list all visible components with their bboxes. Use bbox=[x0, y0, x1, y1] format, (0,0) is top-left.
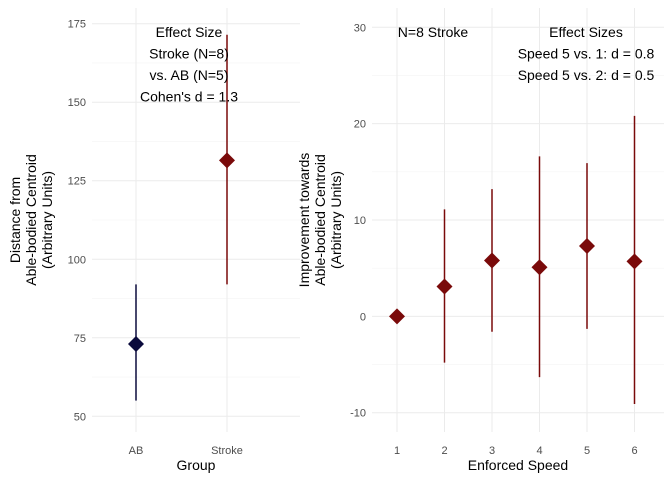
y-tick-label: 75 bbox=[74, 333, 86, 345]
y-tick-label: 125 bbox=[68, 176, 86, 188]
diamond-point bbox=[484, 252, 500, 269]
x-tick-label: 2 bbox=[441, 445, 447, 457]
y-axis-title: (Arbitrary Units) bbox=[328, 171, 344, 269]
effect-size-annotation: vs. AB (N=5) bbox=[150, 67, 229, 83]
effect-size-annotation: Effect Sizes bbox=[549, 24, 623, 40]
y-axis-title: Distance from bbox=[7, 177, 23, 263]
y-tick-label: 20 bbox=[354, 119, 366, 131]
y-tick-label: 175 bbox=[68, 19, 86, 31]
diamond-point bbox=[436, 278, 453, 295]
y-axis-title: Able-bodied Centroid bbox=[312, 154, 328, 286]
effect-size-annotation: Effect Size bbox=[156, 24, 223, 40]
effect-size-annotation: Stroke (N=8) bbox=[149, 46, 229, 62]
y-tick-label: 0 bbox=[360, 311, 366, 323]
diamond-point bbox=[128, 336, 144, 353]
y-tick-label: 10 bbox=[354, 215, 366, 227]
effect-size-annotation: Speed 5 vs. 2: d = 0.5 bbox=[518, 67, 655, 83]
diamond-point bbox=[389, 308, 405, 325]
y-tick-label: 150 bbox=[68, 97, 86, 109]
y-tick-label: -10 bbox=[350, 408, 366, 420]
x-tick-label: 1 bbox=[394, 445, 400, 457]
effect-size-annotation: Cohen's d = 1.3 bbox=[140, 89, 238, 105]
x-tick-label: 3 bbox=[489, 445, 495, 457]
y-tick-label: 100 bbox=[68, 254, 86, 266]
x-tick-label: AB bbox=[129, 445, 144, 457]
y-axis-title: (Arbitrary Units) bbox=[39, 171, 55, 269]
effect-size-annotation: Speed 5 vs. 1: d = 0.8 bbox=[518, 46, 655, 62]
y-axis-title: Improvement towards bbox=[296, 153, 312, 288]
x-axis-title: Group bbox=[177, 457, 216, 473]
x-axis-title: Enforced Speed bbox=[468, 457, 568, 473]
x-tick-label: 4 bbox=[536, 445, 542, 457]
x-tick-label: 5 bbox=[584, 445, 590, 457]
diamond-point bbox=[579, 238, 595, 255]
diamond-point bbox=[531, 259, 548, 276]
diamond-point bbox=[626, 253, 643, 270]
x-tick-label: Stroke bbox=[211, 445, 243, 457]
y-tick-label: 30 bbox=[354, 22, 366, 34]
sample-size-annotation: N=8 Stroke bbox=[398, 24, 469, 40]
y-axis-title: Able-bodied Centroid bbox=[23, 154, 39, 286]
diamond-point bbox=[219, 152, 235, 169]
y-tick-label: 50 bbox=[74, 411, 86, 423]
x-tick-label: 6 bbox=[631, 445, 637, 457]
